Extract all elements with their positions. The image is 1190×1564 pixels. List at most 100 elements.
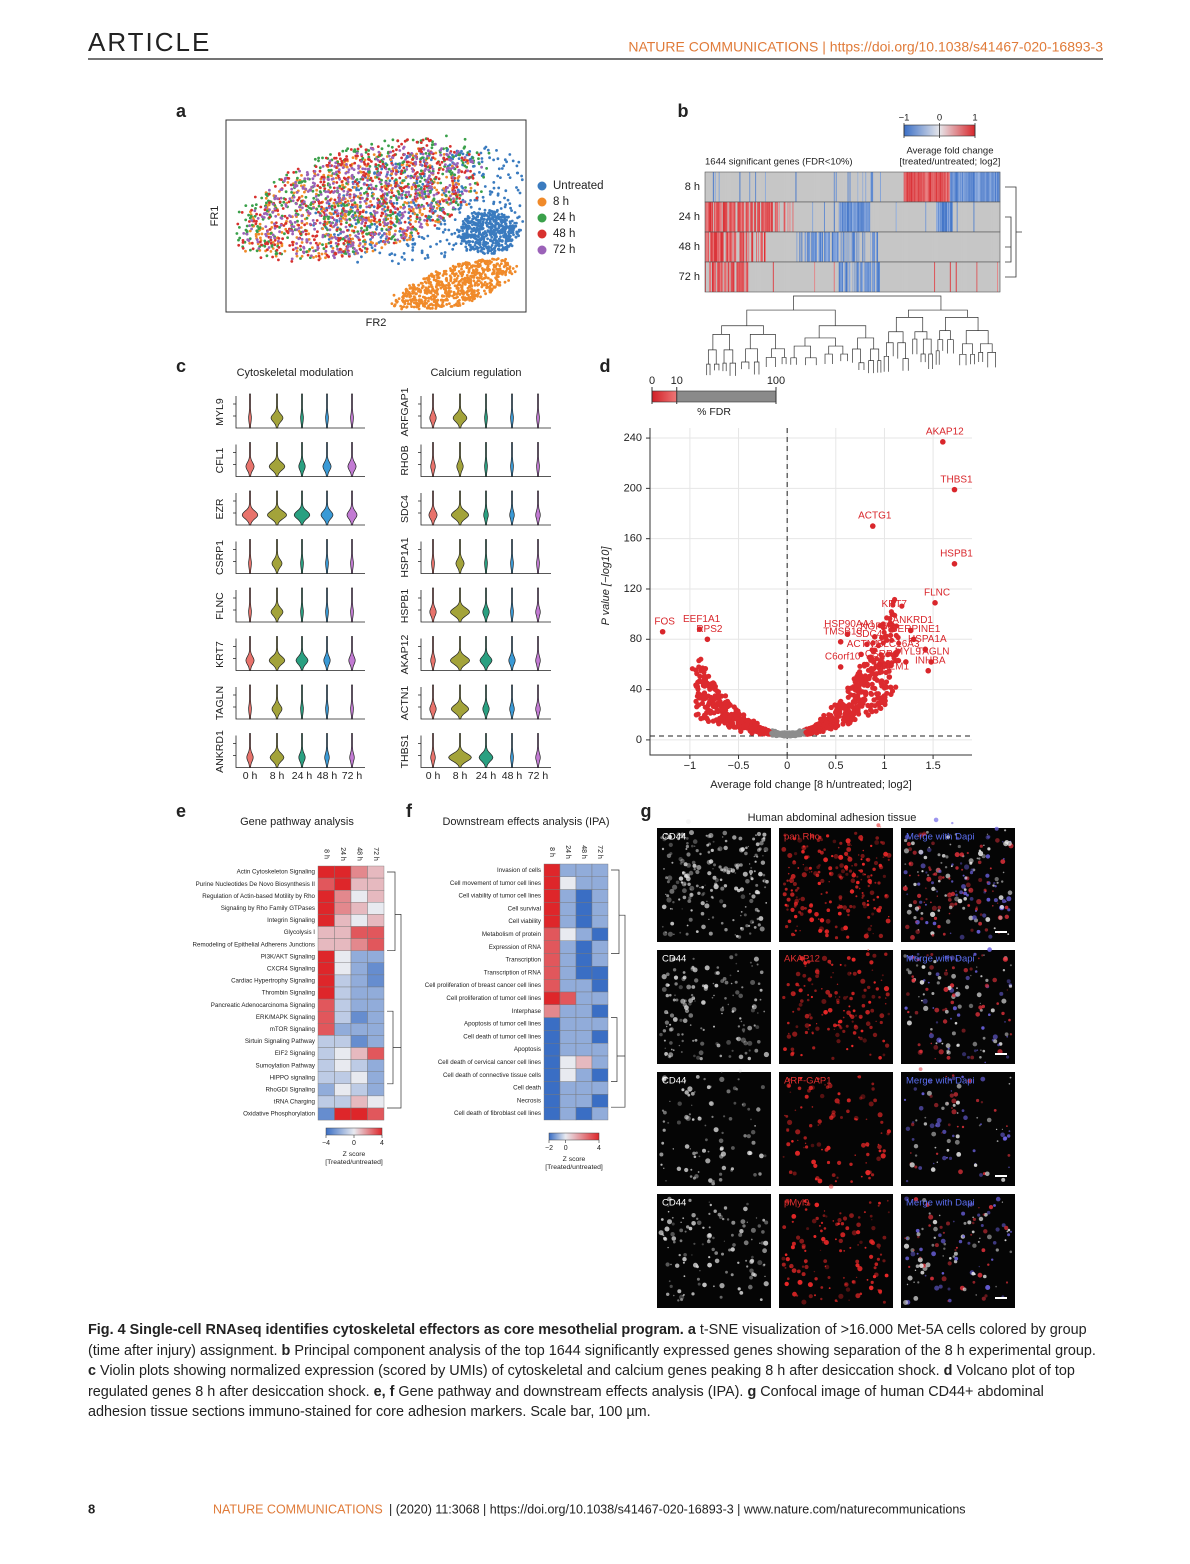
cell-point [496,222,500,225]
cell-point [299,257,302,260]
violin-axis [233,541,365,574]
cell-point [373,172,376,175]
cell-point [298,169,301,173]
cell-point [318,221,322,225]
cell-point [385,235,389,239]
cell-point [460,185,464,188]
cell-point [474,273,477,277]
cell-point [405,238,409,242]
cell-point [445,279,449,283]
cell-point [274,194,278,198]
cell-point [471,240,475,244]
cell-point [409,294,413,298]
cell-point [445,146,448,150]
cell-point [447,286,451,290]
violin [509,490,515,526]
cell-point [386,208,390,212]
cell-point [505,218,508,222]
dendrogram [712,334,730,350]
cell-point [393,166,397,170]
cell-point [390,145,394,149]
cell-point [495,149,498,152]
cell-point [271,202,275,206]
cell-point [431,303,435,307]
cell-point [504,203,507,207]
cell-point [390,176,394,180]
cell-point [313,238,316,242]
cell-point [414,228,418,231]
cell-point [261,227,265,231]
cell-point [400,255,404,259]
cell-point [461,289,464,293]
violin [325,539,329,574]
cell-point [503,220,507,224]
cell-point [492,219,496,223]
dendrogram [714,363,720,371]
cell-point [290,187,294,191]
cell-point [405,305,408,309]
cell-point [490,222,493,226]
cell-point [341,166,345,170]
cell-point [316,248,319,252]
cell-point [401,295,404,299]
cell-point [402,147,405,150]
cell-point [350,173,354,177]
cell-point [455,293,458,296]
dendrogram [920,353,926,363]
cell-point [470,271,474,275]
cell-point [441,207,445,211]
cell-point [446,298,449,302]
x-tick-label: 48 h [317,770,338,782]
cell-point [355,178,359,181]
fdr-bar [676,391,776,402]
cell-point [483,283,486,287]
cell-point [479,260,483,264]
cell-point [518,204,522,208]
dendrogram [771,348,785,358]
violin [248,684,252,720]
cell-point [409,218,412,222]
cell-point [301,187,305,190]
cell-point [308,222,312,226]
legend-swatch [537,229,547,239]
cell-point [509,234,512,238]
cell-point [350,224,354,228]
cell-point [409,223,412,226]
cell-point [499,218,503,222]
fdr-tick-label: 100 [767,375,785,387]
cell-point [506,198,510,202]
cell-point [484,275,488,279]
cell-point [411,246,415,249]
cell-point [295,191,299,194]
cell-point [314,165,318,169]
cell-point [459,206,462,210]
cell-point [487,225,491,229]
cell-point [360,255,363,259]
cell-point [451,175,455,179]
cell-point [516,216,519,220]
cell-point [456,176,460,180]
cell-point [462,200,466,204]
cell-point [327,168,331,172]
cell-point [395,218,399,222]
cell-point [429,245,432,249]
cell-point [378,251,382,255]
cell-point [374,184,378,188]
cell-point [456,150,460,153]
dendrogram [707,349,717,365]
cell-point [421,182,425,186]
cell-point [453,231,457,235]
cell-point [236,222,240,226]
cell-point [351,237,354,241]
cell-point [415,181,418,184]
cell-point [361,220,364,223]
cell-point [366,179,369,182]
cell-point [305,171,309,174]
violin [268,442,286,477]
cell-point [268,188,271,192]
cell-point [480,160,484,164]
cell-point [354,157,358,160]
cell-point [441,230,445,234]
cell-point [513,211,517,214]
cell-point [259,256,263,259]
